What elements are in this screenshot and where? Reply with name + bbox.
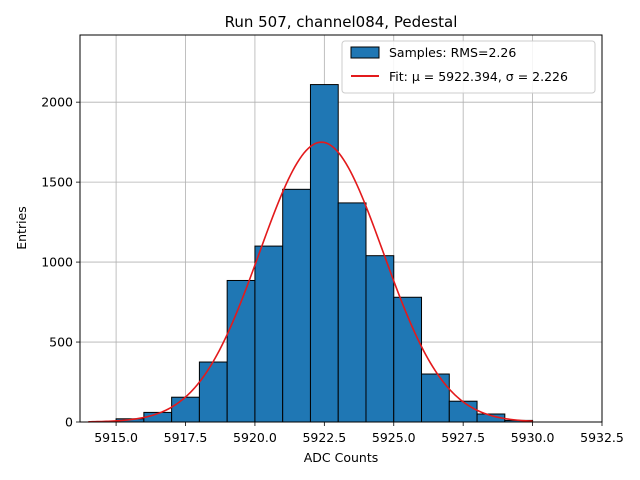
histogram-bar — [226, 279, 256, 423]
legend-patch-samples — [350, 46, 380, 59]
x-tick-label: 5917.5 — [164, 430, 208, 445]
y-axis-label: Entries — [14, 206, 29, 250]
x-tick-label: 5920.0 — [233, 430, 277, 445]
x-tick-label: 5927.5 — [441, 430, 485, 445]
x-tick-label: 5930.0 — [511, 430, 555, 445]
x-axis-label: ADC Counts — [304, 450, 379, 465]
histogram-bars — [115, 84, 534, 423]
histogram-bar — [282, 188, 311, 423]
histogram-bar — [421, 373, 450, 423]
histogram-bar — [365, 255, 395, 423]
y-tick-label: 0 — [65, 415, 73, 430]
histogram-bar — [393, 296, 423, 423]
x-tick-label: 5922.5 — [302, 430, 346, 445]
histogram-bar — [254, 245, 284, 423]
x-tick-label: 5925.0 — [372, 430, 416, 445]
histogram-bar — [198, 361, 228, 423]
chart-title: Run 507, channel084, Pedestal — [225, 13, 458, 31]
legend: Samples: RMS=2.26 Fit: μ = 5922.394, σ =… — [341, 40, 596, 94]
y-tick-label: 1500 — [41, 175, 73, 190]
y-tick-label: 2000 — [41, 95, 73, 110]
y-tick-label: 1000 — [41, 255, 73, 270]
y-axis: 0 500 1000 1500 2000 — [41, 95, 80, 430]
fit-curve-layer — [88, 141, 533, 423]
gaussian-fit-curve — [88, 141, 533, 423]
plot-frame — [79, 34, 603, 423]
histogram-bar — [171, 396, 200, 423]
legend-label-fit: Fit: μ = 5922.394, σ = 2.226 — [389, 69, 568, 84]
histogram-bar — [337, 202, 367, 423]
x-tick-label: 5915.0 — [94, 430, 138, 445]
histogram-bar — [309, 84, 339, 423]
x-axis: 5915.0 5917.5 5920.0 5922.5 5925.0 5927.5 5930… — [94, 422, 624, 445]
histogram-bar — [448, 400, 478, 423]
y-tick-label: 500 — [49, 335, 73, 350]
x-tick-label: 5932.5 — [580, 430, 624, 445]
legend-box — [341, 40, 596, 94]
legend-label-samples: Samples: RMS=2.26 — [389, 45, 516, 60]
